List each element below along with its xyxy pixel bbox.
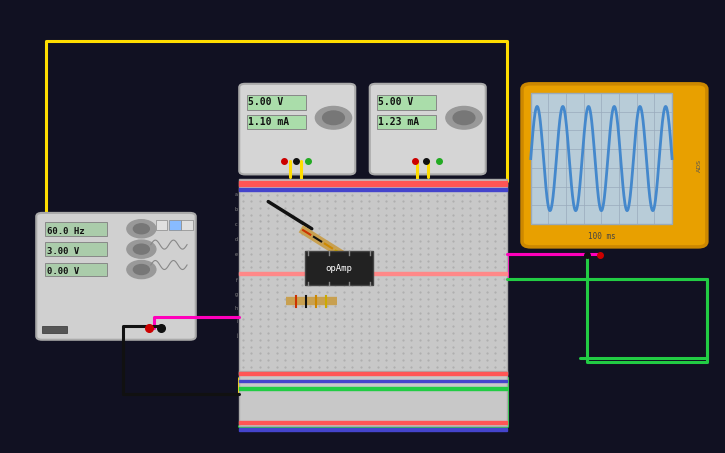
- Text: b: b: [235, 207, 238, 212]
- Bar: [239, 428, 507, 431]
- Circle shape: [323, 111, 344, 125]
- Text: ADS: ADS: [697, 159, 702, 172]
- Text: 3.00 V: 3.00 V: [47, 247, 79, 256]
- Circle shape: [127, 220, 156, 238]
- Bar: [156, 220, 167, 230]
- Bar: [42, 326, 67, 333]
- Text: i: i: [236, 319, 238, 324]
- Text: h: h: [235, 305, 238, 311]
- FancyBboxPatch shape: [36, 213, 196, 340]
- Text: opAmp: opAmp: [326, 264, 352, 273]
- Text: j: j: [236, 333, 238, 338]
- Bar: [239, 371, 507, 426]
- Text: 100 ms: 100 ms: [587, 232, 616, 241]
- Bar: [239, 179, 507, 374]
- Circle shape: [127, 260, 156, 279]
- Bar: [239, 387, 507, 390]
- Text: 60.0 Hz: 60.0 Hz: [47, 226, 85, 236]
- Text: 0.00 V: 0.00 V: [47, 267, 79, 276]
- Circle shape: [453, 111, 475, 125]
- Text: 5.00 V: 5.00 V: [248, 97, 283, 107]
- Bar: [239, 421, 507, 424]
- Bar: [239, 188, 507, 191]
- Text: 1.10 mA: 1.10 mA: [248, 117, 289, 127]
- Bar: [377, 95, 436, 110]
- Circle shape: [133, 224, 149, 234]
- Circle shape: [446, 106, 482, 129]
- Bar: [377, 115, 436, 129]
- Text: a: a: [235, 192, 238, 198]
- Bar: [45, 242, 107, 256]
- Circle shape: [133, 244, 149, 254]
- Bar: [247, 115, 306, 129]
- Bar: [45, 263, 107, 276]
- Bar: [247, 95, 306, 110]
- Circle shape: [133, 265, 149, 275]
- Text: f: f: [236, 278, 238, 284]
- Bar: [239, 380, 507, 382]
- Bar: [239, 272, 507, 275]
- Text: 1.23 mA: 1.23 mA: [378, 117, 420, 127]
- Text: d: d: [235, 237, 238, 242]
- FancyBboxPatch shape: [370, 84, 486, 174]
- Text: 5.00 V: 5.00 V: [378, 97, 414, 107]
- Text: e: e: [235, 252, 238, 257]
- Text: c: c: [235, 222, 238, 227]
- FancyBboxPatch shape: [522, 84, 707, 247]
- Bar: [531, 93, 672, 224]
- Bar: [181, 220, 193, 230]
- Bar: [239, 181, 507, 186]
- Bar: [45, 222, 107, 236]
- Bar: [304, 251, 373, 285]
- FancyBboxPatch shape: [239, 84, 355, 174]
- Circle shape: [127, 240, 156, 258]
- Bar: [169, 220, 181, 230]
- Bar: [239, 372, 507, 375]
- Circle shape: [315, 106, 352, 129]
- Text: g: g: [235, 292, 238, 297]
